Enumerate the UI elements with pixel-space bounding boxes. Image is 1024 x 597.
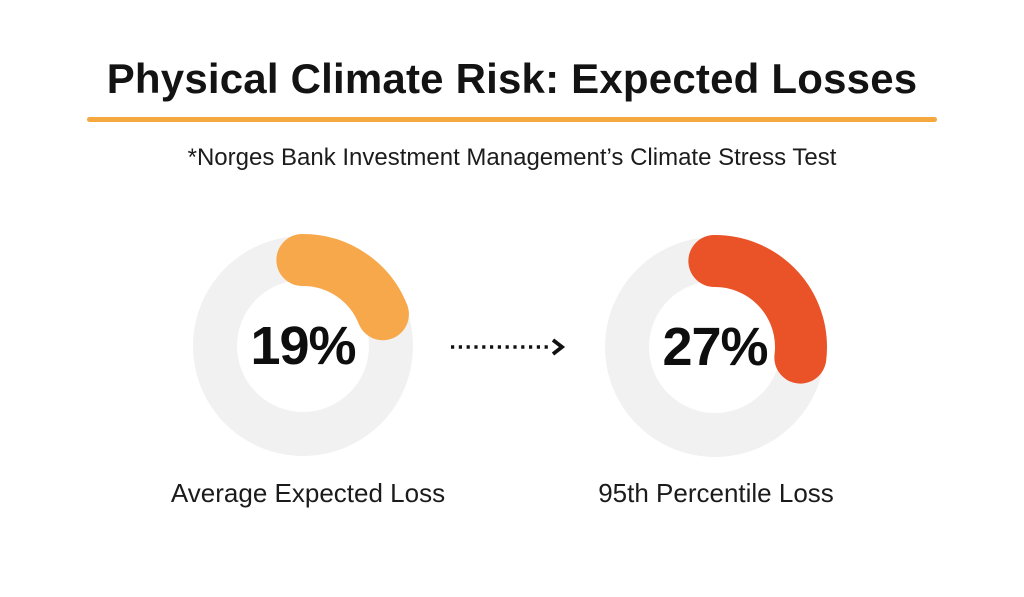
dotted-arrow-icon: [451, 338, 566, 356]
donut-chart-icon: [191, 234, 415, 458]
gauge-arc: [191, 234, 415, 458]
page-title: Physical Climate Risk: Expected Losses: [106, 55, 918, 102]
donut-chart-icon: [603, 235, 827, 459]
title-underline: [87, 117, 937, 122]
subtitle: *Norges Bank Investment Management’s Cli…: [187, 144, 837, 171]
gauge-average-expected-loss: 19%: [189, 232, 417, 460]
gauge-value: 27%: [662, 317, 768, 377]
gauge-label-95th-percentile-loss: 95th Percentile Loss: [598, 478, 834, 508]
gauge-arc: [603, 235, 827, 459]
gauge-value: 19%: [250, 316, 356, 376]
gauge-label-average-expected-loss: Average Expected Loss: [170, 478, 446, 508]
gauge-95th-percentile-loss: 27%: [601, 233, 829, 461]
